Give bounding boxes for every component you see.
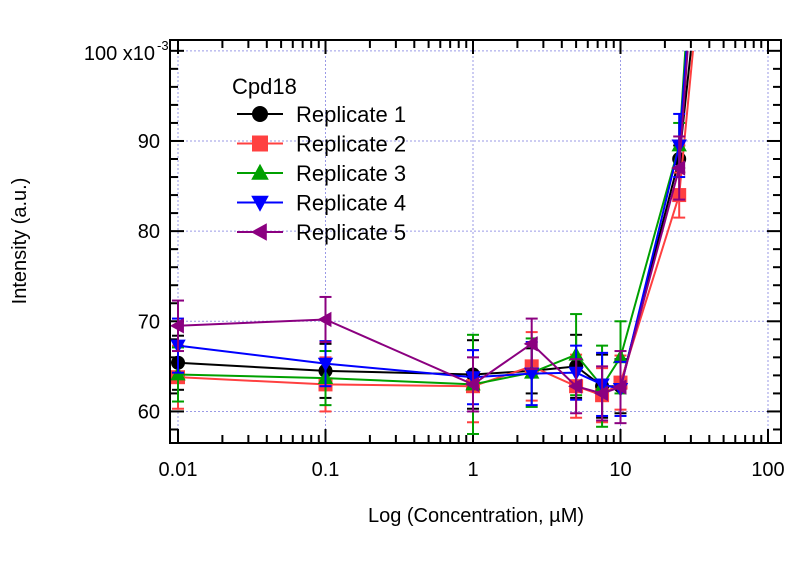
legend-item-5: Replicate 5 bbox=[237, 220, 406, 245]
y-tick-labels: 60 70 80 90 100 x10 -3 bbox=[84, 38, 169, 424]
series-3 bbox=[170, 50, 687, 435]
legend-label: Replicate 1 bbox=[296, 102, 406, 127]
x-tick-label: 0.1 bbox=[312, 459, 340, 481]
x-tick-label: 0.01 bbox=[159, 459, 198, 481]
legend-marker bbox=[251, 163, 269, 180]
legend-marker bbox=[252, 135, 268, 152]
legend-item-4: Replicate 4 bbox=[237, 191, 406, 216]
y-tick-label: 90 bbox=[138, 131, 160, 153]
y-tick-label: 70 bbox=[138, 311, 160, 333]
y-tick-label: 80 bbox=[138, 221, 160, 243]
x-tick-labels: 0.01 0.1 1 10 100 bbox=[159, 459, 785, 481]
legend-label: Replicate 3 bbox=[296, 161, 406, 186]
legend-item-1: Replicate 1 bbox=[237, 102, 406, 127]
legend-label: Replicate 4 bbox=[296, 191, 406, 216]
data-point bbox=[317, 311, 332, 328]
legend-marker bbox=[250, 223, 267, 241]
y-axis-title: Intensity (a.u.) bbox=[9, 178, 31, 305]
y-tick-label: 100 x10 bbox=[84, 43, 155, 65]
series-line bbox=[177, 50, 692, 388]
data-point bbox=[523, 336, 538, 352]
series-1 bbox=[171, 50, 692, 419]
data-point bbox=[523, 367, 540, 382]
data-point bbox=[317, 357, 334, 372]
data-point bbox=[170, 318, 184, 334]
y-axis-exponent: -3 bbox=[157, 38, 169, 53]
data-point bbox=[568, 378, 583, 394]
plot-frame bbox=[169, 39, 782, 444]
data-point bbox=[612, 379, 627, 395]
legend-item-2: Replicate 2 bbox=[237, 132, 406, 157]
series-4 bbox=[170, 50, 688, 417]
legend-label: Replicate 5 bbox=[296, 220, 406, 245]
x-axis-title: Log (Concentration, µM) bbox=[368, 505, 584, 527]
y-tick-label: 60 bbox=[138, 401, 160, 423]
x-tick-label: 10 bbox=[609, 459, 631, 481]
legend-marker bbox=[252, 106, 268, 122]
legend-title: Cpd18 bbox=[232, 74, 297, 99]
series-line bbox=[177, 50, 694, 397]
data-point bbox=[464, 376, 479, 393]
x-tick-label: 1 bbox=[467, 459, 478, 481]
data-point bbox=[594, 385, 609, 402]
series-5 bbox=[170, 50, 689, 425]
legend-item-3: Replicate 3 bbox=[237, 161, 406, 186]
legend: Cpd18 Replicate 1 Replicate 2 Replicate 3 R… bbox=[232, 74, 406, 245]
legend-label: Replicate 2 bbox=[296, 132, 406, 157]
data-point bbox=[671, 160, 686, 176]
series-line bbox=[177, 50, 687, 388]
series-line bbox=[177, 50, 689, 395]
x-tick-label: 100 bbox=[751, 459, 784, 481]
legend-marker bbox=[251, 195, 269, 212]
series-line bbox=[177, 50, 688, 391]
series-layer bbox=[170, 50, 694, 435]
